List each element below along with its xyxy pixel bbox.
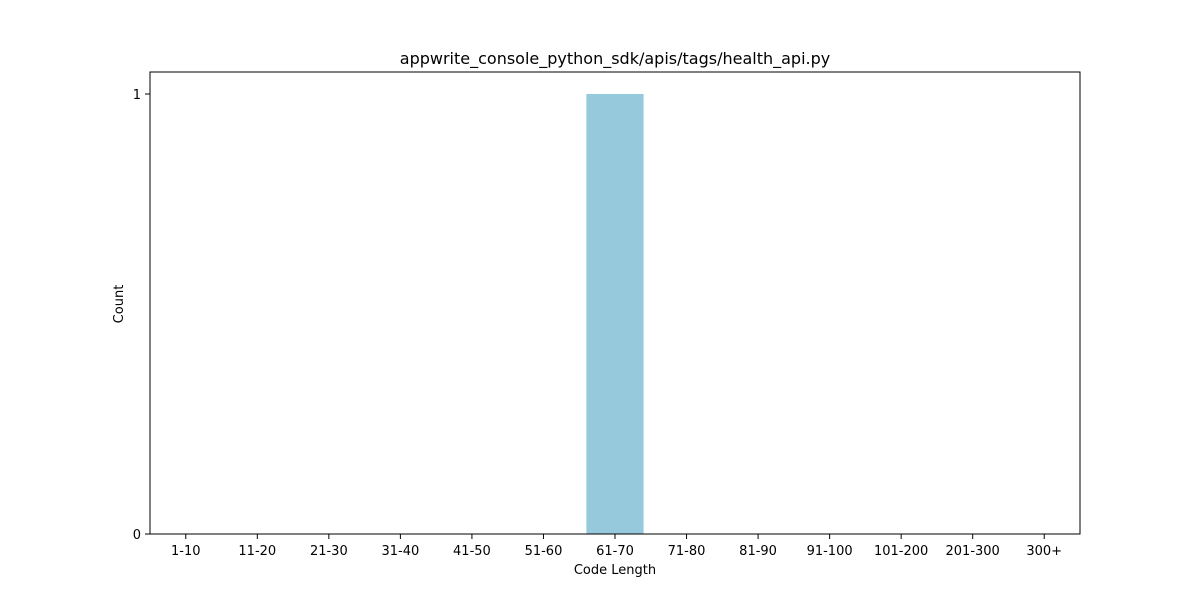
x-axis-ticks: 1-10 11-20 21-30 31-40 41-50 51-60 61-70 71-80 8… — [171, 534, 1062, 559]
x-tick-label: 71-80 — [668, 544, 706, 559]
y-tick-label: 1 — [133, 88, 141, 103]
x-tick-label: 201-300 — [946, 544, 1000, 559]
x-tick-label: 91-100 — [807, 544, 853, 559]
x-tick-label: 11-20 — [238, 544, 276, 559]
x-tick-label: 101-200 — [874, 544, 928, 559]
x-tick-label: 300+ — [1026, 544, 1062, 559]
y-axis-ticks: 01 — [133, 88, 150, 543]
bar-61-70 — [586, 94, 644, 534]
y-tick-label: 0 — [133, 528, 141, 543]
y-axis-label: Count — [112, 285, 127, 324]
x-axis-label: Code Length — [574, 563, 656, 578]
x-tick-label: 31-40 — [381, 544, 419, 559]
x-tick-label: 1-10 — [171, 544, 201, 559]
chart-title: appwrite_console_python_sdk/apis/tags/he… — [400, 49, 830, 69]
x-tick-label: 51-60 — [525, 544, 563, 559]
x-tick-label: 41-50 — [453, 544, 491, 559]
x-tick-label: 21-30 — [310, 544, 348, 559]
x-tick-label: 81-90 — [739, 544, 777, 559]
bars-layer — [586, 94, 644, 534]
x-tick-label: 61-70 — [596, 544, 634, 559]
